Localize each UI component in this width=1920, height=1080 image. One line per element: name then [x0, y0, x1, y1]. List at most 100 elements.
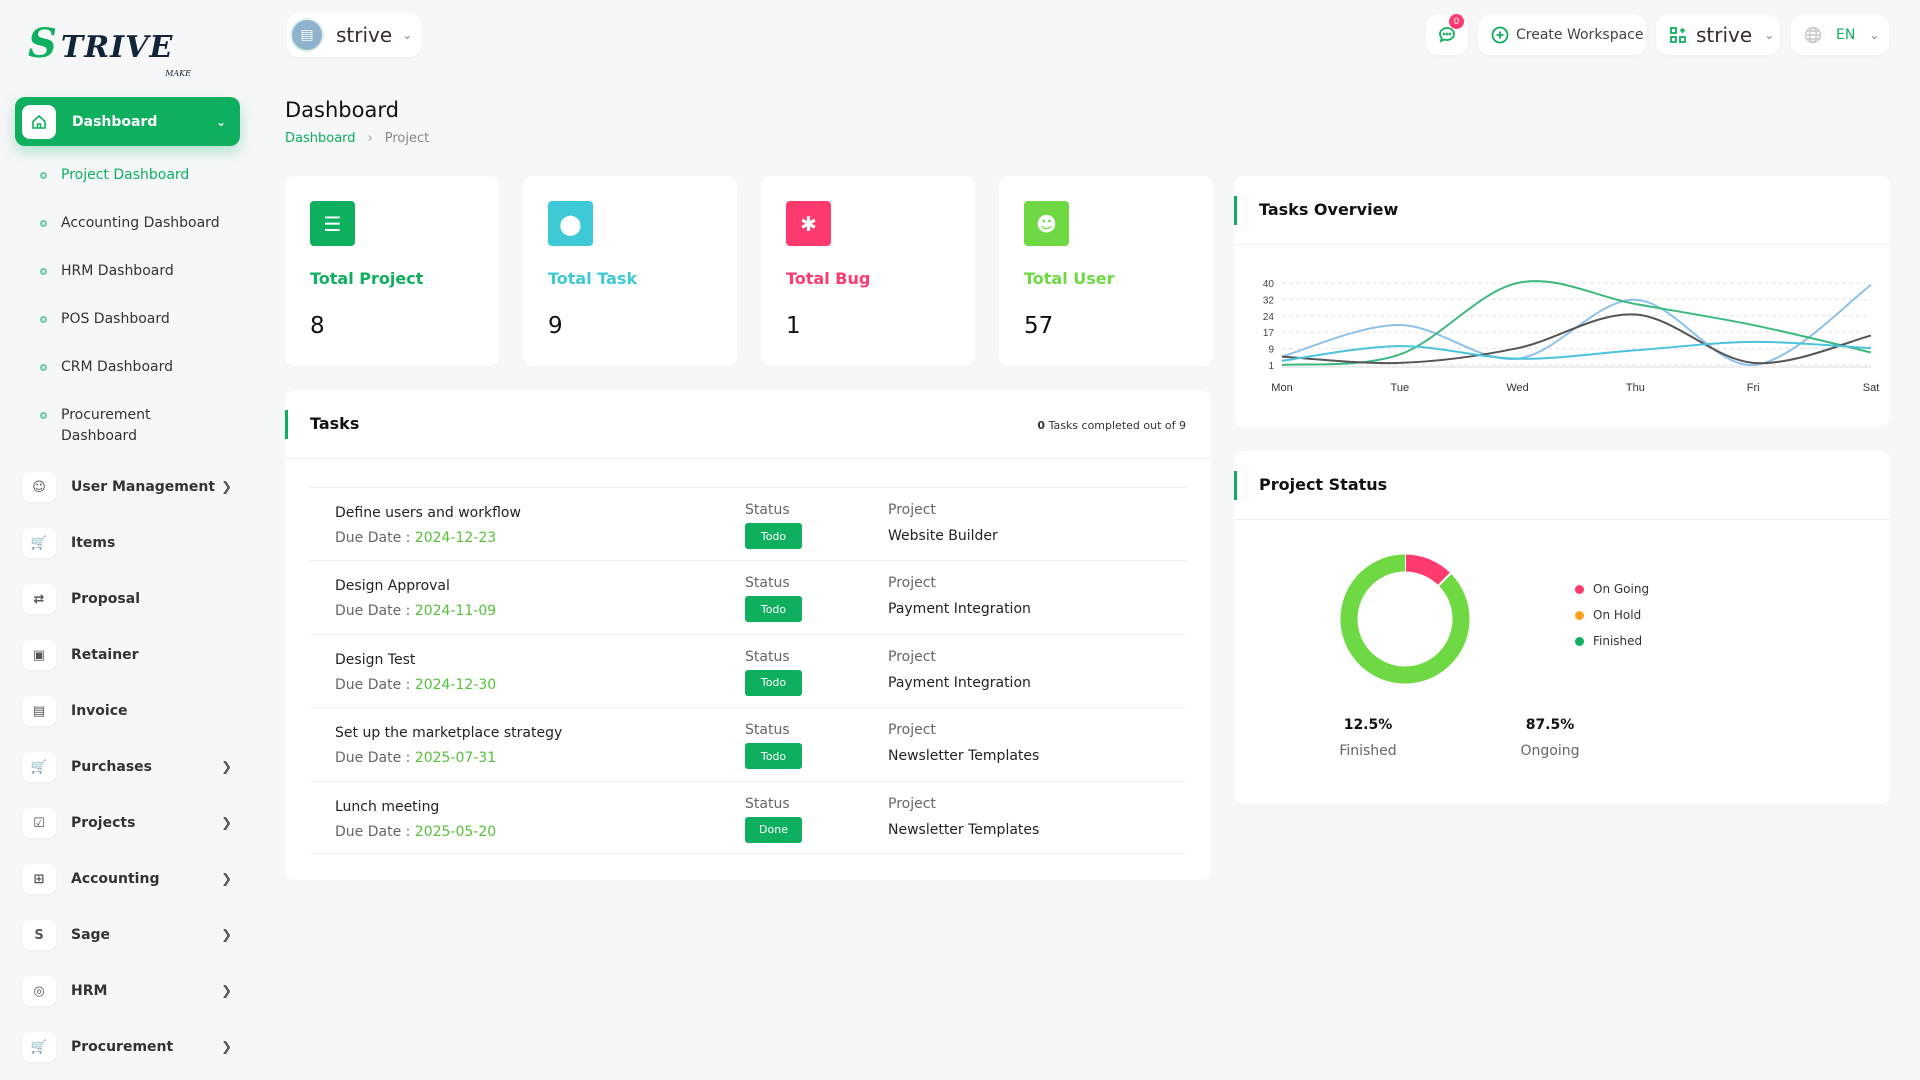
tasks-overview-card: Tasks Overview 1 9 17 24 32 40 Mon Tue Wed Thu Fri…: [1234, 176, 1890, 427]
project-label: Project: [888, 575, 936, 592]
language-selector[interactable]: EN ⌄: [1791, 15, 1889, 55]
project-status-donut: [1340, 554, 1470, 684]
x-tick-label: Fri: [1747, 382, 1760, 394]
task-due: Due Date : 2024-12-30: [335, 677, 496, 693]
focus-icon: ◎: [22, 976, 56, 1006]
tasks-summary: 0 Tasks completed out of 9: [1037, 419, 1186, 432]
chevron-right-icon: ❯: [221, 479, 232, 495]
messages-button[interactable]: 0: [1426, 14, 1468, 55]
chevron-down-icon: ⌄: [215, 114, 226, 129]
bullet-icon: [40, 316, 47, 323]
sidebar-item-invoice[interactable]: ▤ Invoice: [22, 693, 232, 729]
workspace-name: strive: [336, 23, 393, 47]
users-icon: ☺: [22, 472, 56, 502]
task-row[interactable]: Design Test Due Date : 2024-12-30 Status To…: [310, 633, 1186, 707]
save-icon: ▣: [22, 640, 56, 670]
stat-value: 87.5%: [1525, 717, 1575, 733]
tasks-completed-count: 0: [1037, 419, 1046, 432]
chevron-down-icon: ⌄: [1764, 28, 1775, 42]
sidebar-item-label: Purchases: [71, 759, 153, 775]
chevron-down-icon: ⌄: [402, 28, 413, 42]
sidebar-subitem-label: CRM Dashboard: [61, 359, 173, 375]
project-name: Payment Integration: [888, 601, 1031, 618]
chevron-right-icon: ❯: [221, 983, 232, 999]
project-label: Project: [888, 795, 936, 812]
task-row[interactable]: Design Approval Due Date : 2024-11-09 Stat…: [310, 560, 1186, 633]
globe-icon: [1804, 26, 1822, 44]
sidebar-item-accounting[interactable]: ⊞ Accounting ❯: [22, 861, 232, 897]
sidebar-subitem-label: POS Dashboard: [61, 311, 170, 327]
sidebar-subitem[interactable]: CRM Dashboard: [40, 357, 230, 378]
workspace-switcher[interactable]: strive ⌄: [1656, 15, 1780, 55]
sidebar-item-retainer[interactable]: ▣ Retainer: [22, 637, 232, 673]
due-label: Due Date :: [335, 750, 415, 767]
status-label: Status: [745, 502, 790, 518]
x-tick-label: Mon: [1271, 382, 1292, 394]
due-date: 2024-12-23: [414, 530, 497, 546]
series-line-3: [1281, 340, 1872, 362]
sidebar-item-label: User Management: [71, 479, 216, 495]
sidebar-subitem[interactable]: Procurement Dashboard: [40, 405, 230, 447]
grid-plus-icon: ⊞: [22, 864, 56, 894]
donut-slice-1: [1340, 554, 1470, 684]
stat-value: 8: [310, 313, 325, 339]
task-due: Due Date : 2024-12-23: [335, 530, 496, 546]
task-row[interactable]: Lunch meeting Due Date : 2025-05-20 Status…: [310, 780, 1186, 854]
apps-add-icon: [1670, 27, 1686, 43]
status-label: Status: [745, 795, 790, 812]
project-label: Project: [888, 722, 936, 739]
sidebar-subitem[interactable]: Project Dashboard: [40, 165, 230, 186]
series-line-0: [1281, 284, 1872, 367]
sidebar-subitem[interactable]: Accounting Dashboard: [40, 213, 230, 234]
create-workspace-button[interactable]: Create Workspace: [1478, 15, 1646, 55]
task-row[interactable]: Set up the marketplace strategy Due Date …: [310, 707, 1186, 780]
workspace-selector[interactable]: ▤ strive ⌄: [287, 13, 421, 57]
y-tick-label: 1: [1268, 361, 1274, 372]
stat-label: Total Task: [548, 269, 638, 288]
sidebar-item-projects[interactable]: ☑ Projects ❯: [22, 805, 232, 841]
stat-label: Ongoing: [1520, 743, 1580, 759]
legend-dot: [1575, 610, 1584, 620]
logo-mark: S: [28, 20, 57, 67]
legend-item: Finished: [1575, 634, 1642, 648]
sidebar-item-purchases[interactable]: 🛒 Purchases ❯: [22, 749, 232, 785]
legend-dot: [1575, 584, 1584, 594]
logo[interactable]: S TRIVE MAKE: [28, 20, 203, 86]
sidebar-item-dashboard[interactable]: Dashboard ⌄: [15, 97, 240, 146]
sidebar-item-proposal[interactable]: ⇄ Proposal: [22, 581, 232, 617]
due-label: Due Date :: [335, 676, 415, 693]
tasks-card: Tasks 0 Tasks completed out of 9 Define …: [285, 390, 1211, 880]
chevron-right-icon: ❯: [221, 815, 232, 831]
create-workspace-label: Create Workspace: [1516, 27, 1644, 43]
sidebar-item-label: Items: [71, 535, 116, 551]
logo-sub: MAKE: [165, 69, 191, 78]
stat-label: Finished: [1339, 743, 1397, 759]
users-icon: ☻: [1024, 201, 1069, 246]
status-badge: Done: [745, 816, 802, 843]
y-tick-label: 32: [1263, 295, 1275, 306]
series-line-1: [1281, 280, 1872, 366]
chat-icon: [1439, 27, 1455, 43]
sidebar-item-sage[interactable]: S Sage ❯: [22, 917, 232, 953]
sidebar-item-label: Procurement: [71, 1039, 174, 1055]
sidebar-item-hrm[interactable]: ◎ HRM ❯: [22, 973, 232, 1009]
due-date: 2024-12-30: [414, 676, 497, 693]
sidebar-item-label: Accounting: [71, 871, 160, 887]
due-date: 2024-11-09: [414, 603, 497, 620]
sidebar-subitem[interactable]: POS Dashboard: [40, 309, 230, 330]
bullet-icon: [40, 412, 47, 419]
sidebar-item-items[interactable]: 🛒 Items: [22, 525, 232, 561]
tasks-title: Tasks: [310, 414, 360, 433]
chevron-right-icon: ›: [367, 131, 373, 146]
sidebar-item-procurement[interactable]: 🛒 Procurement ❯: [22, 1029, 232, 1065]
task-row[interactable]: Define users and workflow Due Date : 2024…: [310, 487, 1186, 560]
tasks-summary-text: Tasks completed out of 9: [1048, 419, 1186, 432]
stat-value: 9: [548, 313, 563, 339]
breadcrumb-dashboard[interactable]: Dashboard: [285, 131, 356, 146]
sidebar-subitem[interactable]: HRM Dashboard: [40, 261, 230, 282]
plus-circle-icon: [1491, 26, 1509, 44]
y-tick-label: 24: [1263, 312, 1275, 323]
legend-label: On Hold: [1593, 608, 1642, 622]
sidebar-item-user-management[interactable]: ☺ User Management ❯: [22, 469, 232, 505]
sidebar-subitem-label: Procurement Dashboard: [61, 407, 151, 444]
